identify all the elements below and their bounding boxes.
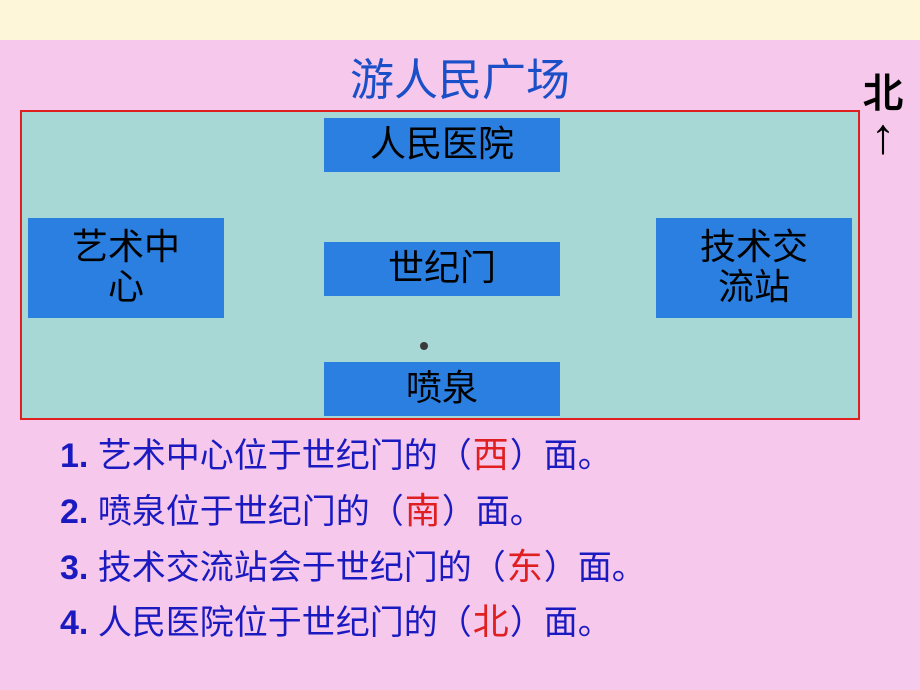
question-pre: 艺术中心位于世纪门的（ — [98, 437, 472, 475]
location-century-gate: 世纪门 — [324, 242, 560, 296]
question-post: ）面。 — [544, 549, 646, 587]
location-tech-station: 技术交流站 — [656, 218, 852, 318]
question-line: 4. 人民医院位于世纪门的（北）面。 — [60, 595, 880, 651]
question-post: ）面。 — [510, 604, 612, 642]
arrow-up-icon: ↑ — [858, 114, 908, 159]
page-title: 游人民广场 — [0, 44, 920, 108]
location-art-center: 艺术中心 — [28, 218, 224, 318]
question-line: 2. 喷泉位于世纪门的（南）面。 — [60, 484, 880, 540]
answer: 南 — [404, 484, 442, 540]
question-pre: 喷泉位于世纪门的（ — [98, 493, 404, 531]
question-line: 1. 艺术中心位于世纪门的（西）面。 — [60, 428, 880, 484]
answer: 东 — [506, 540, 544, 596]
question-number: 3. — [60, 549, 88, 587]
question-line: 3. 技术交流站会于世纪门的（东）面。 — [60, 540, 880, 596]
question-pre: 人民医院位于世纪门的（ — [98, 604, 472, 642]
answer: 北 — [472, 595, 510, 651]
question-number: 1. — [60, 437, 88, 475]
answer: 西 — [472, 428, 510, 484]
dot-icon — [420, 342, 428, 350]
top-band — [0, 0, 920, 40]
question-number: 2. — [60, 493, 88, 531]
question-number: 4. — [60, 604, 88, 642]
question-post: ）面。 — [442, 493, 544, 531]
location-hospital: 人民医院 — [324, 118, 560, 172]
compass: 北 ↑ — [858, 74, 908, 159]
question-pre: 技术交流站会于世纪门的（ — [98, 549, 506, 587]
map-box: 人民医院 艺术中心 世纪门 技术交流站 喷泉 — [20, 110, 860, 420]
questions-block: 1. 艺术中心位于世纪门的（西）面。 2. 喷泉位于世纪门的（南）面。 3. 技… — [60, 428, 880, 651]
location-fountain: 喷泉 — [324, 362, 560, 416]
question-post: ）面。 — [510, 437, 612, 475]
